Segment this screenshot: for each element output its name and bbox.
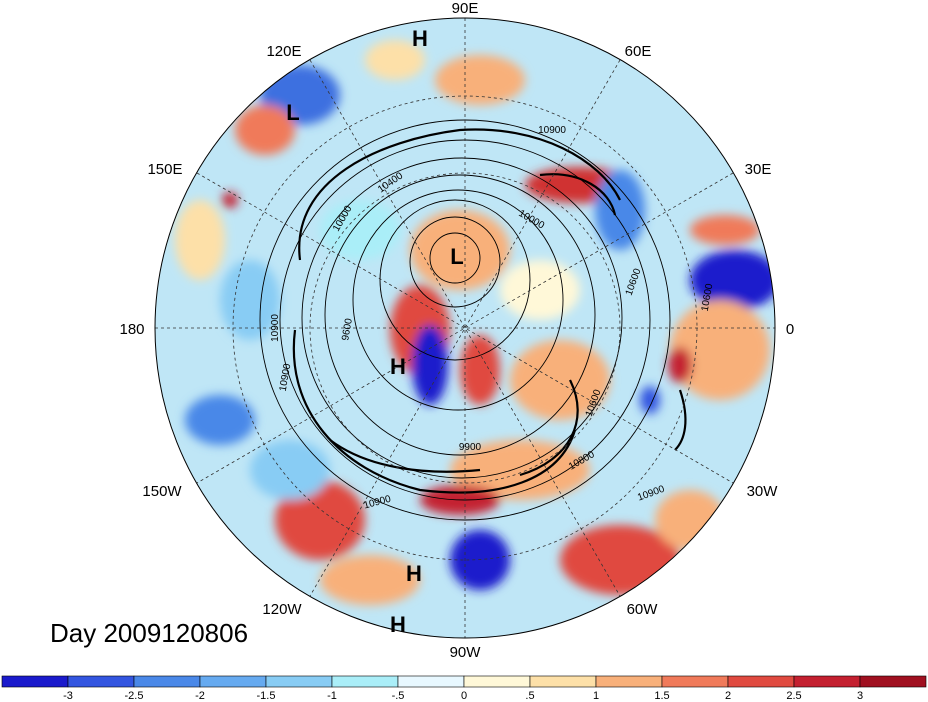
pressure-center-h-center: H	[390, 354, 406, 379]
contour-label: 10900	[538, 125, 566, 136]
pressure-center-l-pole: L	[450, 244, 463, 269]
lon-label-30w: 30W	[747, 483, 779, 500]
lon-label-90e: 90E	[452, 0, 479, 17]
contour-label: 10900	[278, 362, 294, 392]
colorbar-swatch	[529, 675, 597, 688]
colorbar-swatch	[661, 675, 729, 688]
lon-label-90w: 90W	[450, 644, 482, 661]
colorbar-swatch	[859, 675, 927, 688]
pressure-center-l-nw: L	[286, 100, 299, 125]
colorbar-swatch	[199, 675, 267, 688]
colorbar: -3 -2.5 -2 -1.5 -1 -.5 0 .5 1 1.5 2 2.5 3	[1, 675, 927, 702]
pressure-center-h-north: H	[412, 26, 428, 51]
colorbar-tick-label: 1	[593, 690, 599, 702]
pressure-center-h-far-south: H	[390, 612, 406, 637]
colorbar-tick-label: -.5	[392, 690, 405, 702]
colorbar-tick-label: -2.5	[125, 690, 144, 702]
colorbar-swatch	[133, 675, 201, 688]
lon-label-60w: 60W	[627, 601, 659, 618]
colorbar-swatch	[1, 675, 69, 688]
colorbar-swatch	[727, 675, 795, 688]
colorbar-tick-label: 2.5	[786, 690, 801, 702]
colorbar-swatch	[463, 675, 531, 688]
contour-label: 10600	[700, 282, 716, 312]
lon-label-150e: 150E	[147, 161, 182, 178]
lon-label-0: 0	[786, 321, 794, 338]
colorbar-tick-label: -3	[63, 690, 73, 702]
lon-label-180: 180	[119, 321, 144, 338]
colorbar-tick-label: 1.5	[654, 690, 669, 702]
colorbar-swatch	[397, 675, 465, 688]
colorbar-swatch	[265, 675, 333, 688]
lon-label-120e: 120E	[266, 43, 301, 60]
contour-label: 9900	[459, 442, 482, 453]
lon-label-60e: 60E	[625, 43, 652, 60]
colorbar-swatch	[67, 675, 135, 688]
lon-label-30e: 30E	[745, 161, 772, 178]
graticule	[155, 18, 775, 638]
colorbar-swatch	[331, 675, 399, 688]
colorbar-tick-label: .5	[525, 690, 534, 702]
pressure-center-h-south: H	[406, 561, 422, 586]
lon-label-150w: 150W	[142, 483, 182, 500]
colorbar-swatch	[595, 675, 663, 688]
contour-label: 10900	[270, 314, 281, 342]
colorbar-tick-label: 2	[725, 690, 731, 702]
colorbar-swatch	[793, 675, 861, 688]
colorbar-tick-label: -1.5	[257, 690, 276, 702]
colorbar-tick-label: 3	[857, 690, 863, 702]
colorbar-tick-label: -2	[195, 690, 205, 702]
plot-title: Day 2009120806	[50, 618, 249, 648]
colorbar-tick-label: -1	[327, 690, 337, 702]
anomaly-field	[155, 18, 775, 638]
contour-label: 9600	[340, 317, 355, 341]
lon-label-120w: 120W	[262, 601, 302, 618]
colorbar-tick-label: 0	[461, 690, 467, 702]
